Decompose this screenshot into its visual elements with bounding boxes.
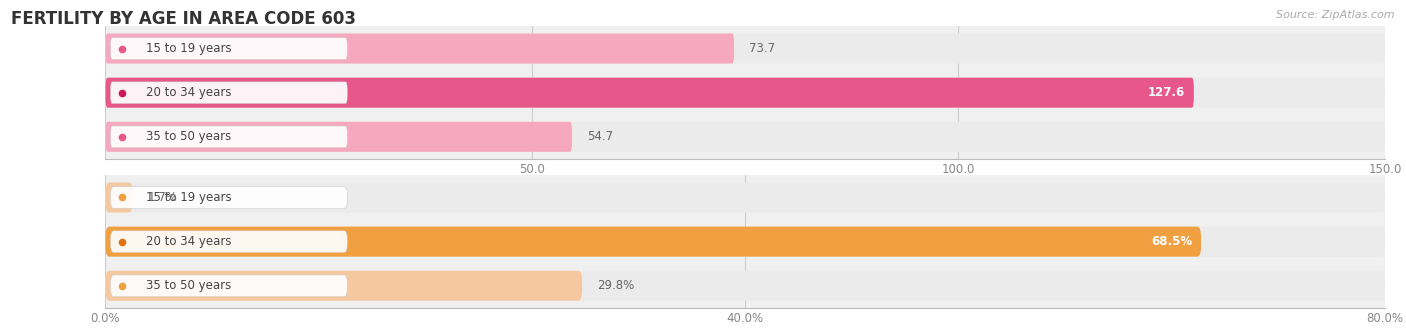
- Text: 35 to 50 years: 35 to 50 years: [146, 279, 232, 292]
- Text: 29.8%: 29.8%: [598, 279, 634, 292]
- FancyBboxPatch shape: [111, 275, 347, 297]
- FancyBboxPatch shape: [111, 187, 347, 208]
- FancyBboxPatch shape: [105, 122, 572, 152]
- FancyBboxPatch shape: [111, 126, 347, 148]
- FancyBboxPatch shape: [111, 82, 347, 104]
- Text: 54.7: 54.7: [588, 130, 613, 143]
- FancyBboxPatch shape: [111, 38, 347, 59]
- FancyBboxPatch shape: [105, 122, 1385, 152]
- FancyBboxPatch shape: [105, 182, 132, 213]
- FancyBboxPatch shape: [105, 78, 1194, 108]
- Text: 20 to 34 years: 20 to 34 years: [146, 235, 232, 248]
- FancyBboxPatch shape: [105, 227, 1385, 257]
- FancyBboxPatch shape: [105, 33, 734, 64]
- FancyBboxPatch shape: [105, 33, 1385, 64]
- FancyBboxPatch shape: [105, 227, 1201, 257]
- Text: 15 to 19 years: 15 to 19 years: [146, 42, 232, 55]
- Text: 20 to 34 years: 20 to 34 years: [146, 86, 232, 99]
- FancyBboxPatch shape: [105, 182, 1385, 213]
- FancyBboxPatch shape: [105, 271, 582, 301]
- Text: Source: ZipAtlas.com: Source: ZipAtlas.com: [1277, 10, 1395, 20]
- FancyBboxPatch shape: [105, 271, 1385, 301]
- Text: 15 to 19 years: 15 to 19 years: [146, 191, 232, 204]
- Text: FERTILITY BY AGE IN AREA CODE 603: FERTILITY BY AGE IN AREA CODE 603: [11, 10, 356, 28]
- Text: 1.7%: 1.7%: [148, 191, 179, 204]
- Text: 127.6: 127.6: [1147, 86, 1185, 99]
- FancyBboxPatch shape: [111, 231, 347, 253]
- Text: 73.7: 73.7: [749, 42, 776, 55]
- Text: 68.5%: 68.5%: [1152, 235, 1192, 248]
- FancyBboxPatch shape: [105, 78, 1385, 108]
- Text: 35 to 50 years: 35 to 50 years: [146, 130, 232, 143]
